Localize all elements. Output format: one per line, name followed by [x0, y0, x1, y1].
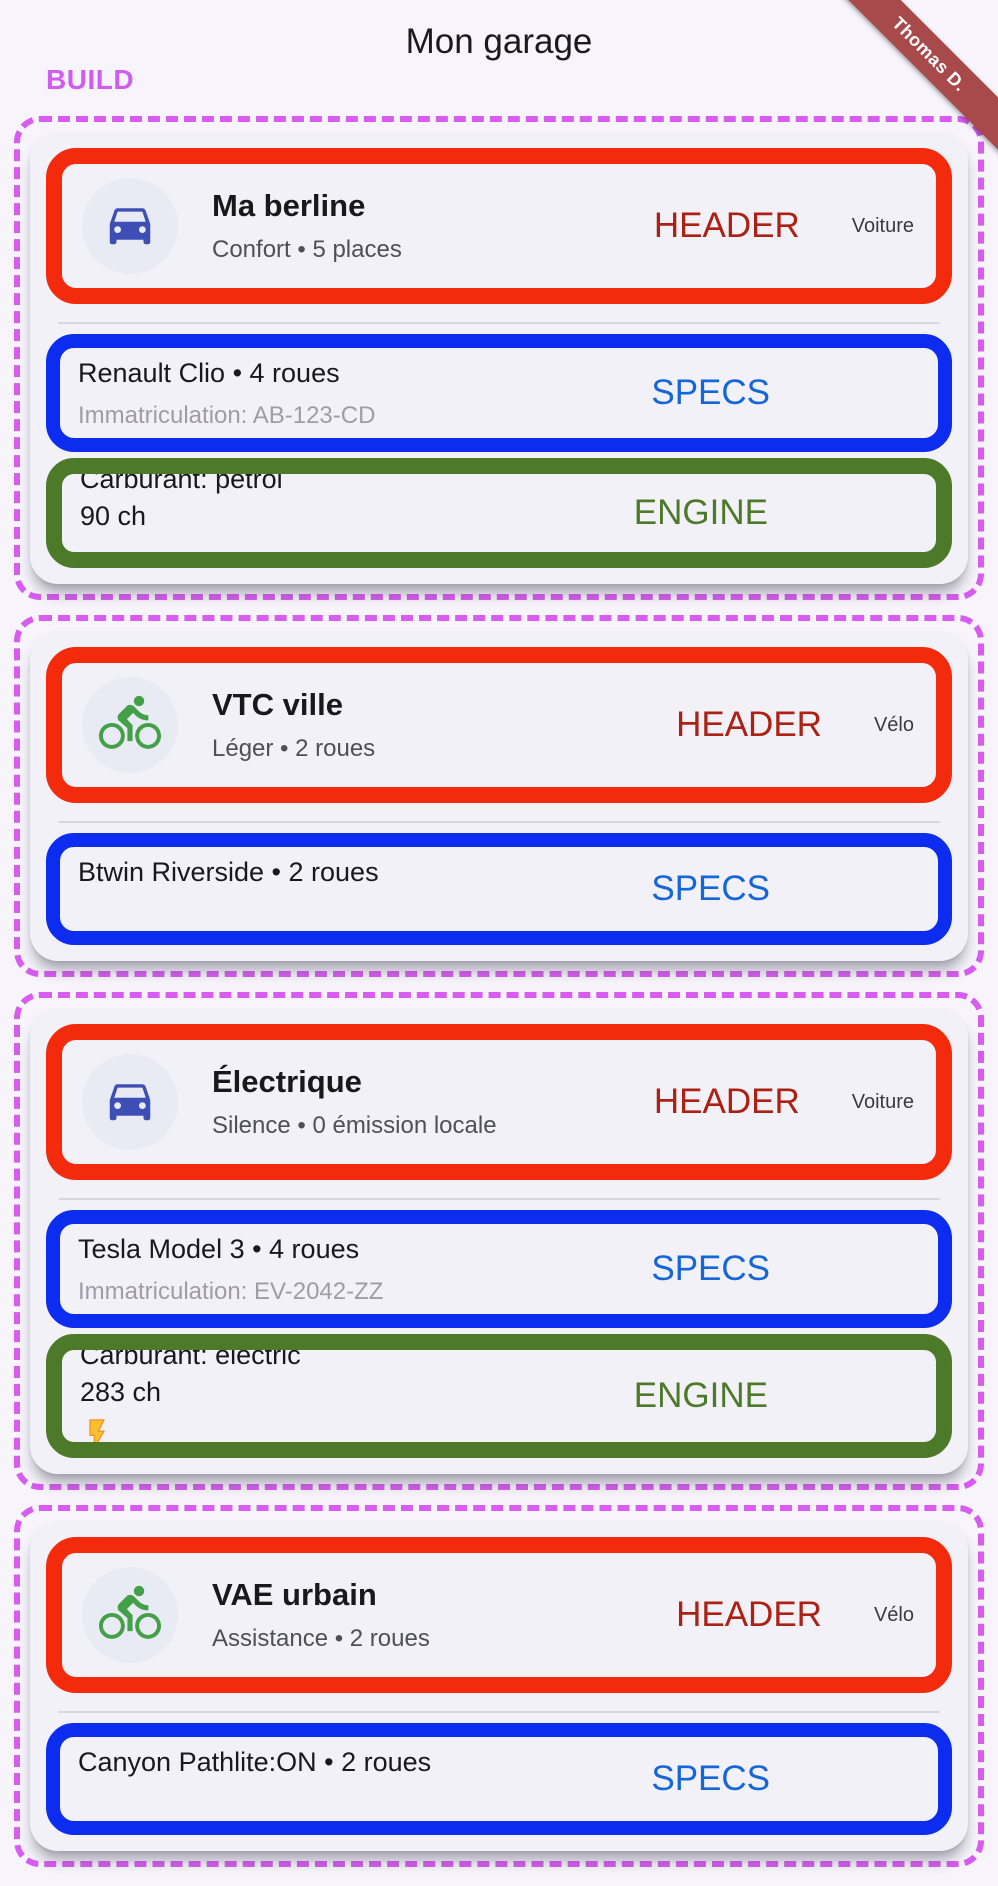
engine-debug-label: ENGINE: [633, 493, 768, 532]
vehicle-heading: Ma berline Confort • 5 places: [212, 188, 654, 264]
vehicle-type-label: Voiture: [851, 1090, 914, 1113]
build-boundary: Ma berline Confort • 5 places HEADER Voi…: [14, 116, 984, 600]
vehicle-name: VTC ville: [212, 687, 343, 722]
vehicle-type-label: Vélo: [873, 1603, 914, 1626]
header-section: VTC ville Léger • 2 roues HEADER Vélo: [46, 647, 952, 803]
vehicle-subtitle: Assistance • 2 roues: [212, 1625, 430, 1652]
build-boundary: VAE urbain Assistance • 2 roues HEADER V…: [14, 1505, 984, 1867]
vehicle-heading: VAE urbain Assistance • 2 roues: [212, 1577, 676, 1653]
specs-section: Btwin Riverside • 2 roues SPECS: [46, 833, 952, 945]
vehicle-type-label: Voiture: [851, 214, 914, 237]
bolt-icon: [80, 1414, 114, 1442]
specs-section: Tesla Model 3 • 4 roues Immatriculation:…: [46, 1210, 952, 1328]
engine-power: 90 ch: [80, 501, 147, 531]
vehicle-heading: Électrique Silence • 0 émission locale: [212, 1064, 654, 1140]
specs-section: Renault Clio • 4 roues Immatriculation: …: [46, 334, 952, 452]
engine-debug-label: ENGINE: [633, 1376, 768, 1415]
vehicle-heading: VTC ville Léger • 2 roues: [212, 687, 676, 763]
vehicle-list: Ma berline Confort • 5 places HEADER Voi…: [14, 116, 984, 1867]
car-icon: [103, 197, 157, 256]
header-debug-label: HEADER: [653, 206, 800, 245]
specs-immatriculation: Immatriculation: EV-2042-ZZ: [78, 1278, 384, 1305]
specs-model: Canyon Pathlite:ON • 2 roues: [78, 1747, 432, 1777]
vehicle-name: Ma berline: [212, 188, 366, 223]
header-section: Ma berline Confort • 5 places HEADER Voi…: [46, 148, 952, 304]
specs-immatriculation: Immatriculation: AB-123-CD: [78, 402, 376, 429]
header-debug-label: HEADER: [676, 705, 822, 744]
divider: [58, 322, 940, 324]
vehicle-type-label: Vélo: [873, 713, 914, 736]
engine-text: Carburant: petrol 90 ch: [80, 464, 634, 535]
build-boundary: Électrique Silence • 0 émission locale H…: [14, 992, 984, 1490]
vehicle-avatar: [82, 1567, 178, 1663]
vehicle-card-ma-berline[interactable]: Ma berline Confort • 5 places HEADER Voi…: [30, 132, 968, 584]
specs-text: Tesla Model 3 • 4 roues Immatriculation:…: [78, 1232, 651, 1306]
specs-text: Renault Clio • 4 roues Immatriculation: …: [78, 356, 651, 430]
build-boundary: VTC ville Léger • 2 roues HEADER Vélo Bt…: [14, 615, 984, 977]
vehicle-subtitle: Léger • 2 roues: [212, 735, 376, 762]
engine-fuel: Carburant: petrol: [80, 464, 283, 494]
specs-debug-label: SPECS: [651, 869, 770, 908]
vehicle-avatar: [82, 178, 178, 274]
engine-fuel: Carburant: electric: [80, 1340, 301, 1370]
vehicle-avatar: [82, 677, 178, 773]
specs-debug-label: SPECS: [651, 373, 770, 412]
specs-debug-label: SPECS: [651, 1759, 770, 1798]
page-title: Mon garage: [405, 22, 593, 61]
vehicle-name: Électrique: [212, 1064, 362, 1099]
bike-icon: [99, 1582, 161, 1649]
specs-model: Btwin Riverside • 2 roues: [78, 857, 379, 887]
specs-section: Canyon Pathlite:ON • 2 roues SPECS: [46, 1723, 952, 1835]
specs-text: Btwin Riverside • 2 roues: [78, 855, 651, 888]
header-section: VAE urbain Assistance • 2 roues HEADER V…: [46, 1537, 952, 1693]
vehicle-subtitle: Confort • 5 places: [212, 236, 402, 263]
header-debug-label: HEADER: [676, 1595, 822, 1634]
engine-section: Carburant: electric 283 ch ENGINE: [46, 1334, 952, 1458]
vehicle-card-vtc-ville[interactable]: VTC ville Léger • 2 roues HEADER Vélo Bt…: [30, 631, 968, 961]
engine-power: 283 ch: [80, 1377, 162, 1407]
header-section: Électrique Silence • 0 émission locale H…: [46, 1024, 952, 1180]
specs-text: Canyon Pathlite:ON • 2 roues: [78, 1745, 651, 1778]
vehicle-avatar: [82, 1054, 178, 1150]
header-debug-label: HEADER: [653, 1082, 800, 1121]
engine-text: Carburant: electric 283 ch: [80, 1340, 634, 1442]
build-debug-label: BUILD: [46, 64, 135, 95]
car-icon: [103, 1073, 157, 1132]
vehicle-subtitle: Silence • 0 émission locale: [212, 1112, 497, 1139]
vehicle-card-vae-urbain[interactable]: VAE urbain Assistance • 2 roues HEADER V…: [30, 1521, 968, 1851]
specs-debug-label: SPECS: [651, 1249, 770, 1288]
engine-section: Carburant: petrol 90 ch ENGINE: [46, 458, 952, 568]
bike-icon: [99, 692, 161, 759]
vehicle-name: VAE urbain: [212, 1577, 377, 1612]
divider: [58, 821, 940, 823]
specs-model: Tesla Model 3 • 4 roues: [78, 1234, 360, 1264]
specs-model: Renault Clio • 4 roues: [78, 358, 340, 388]
divider: [58, 1711, 940, 1713]
vehicle-card-electrique[interactable]: Électrique Silence • 0 émission locale H…: [30, 1008, 968, 1474]
divider: [58, 1198, 940, 1200]
